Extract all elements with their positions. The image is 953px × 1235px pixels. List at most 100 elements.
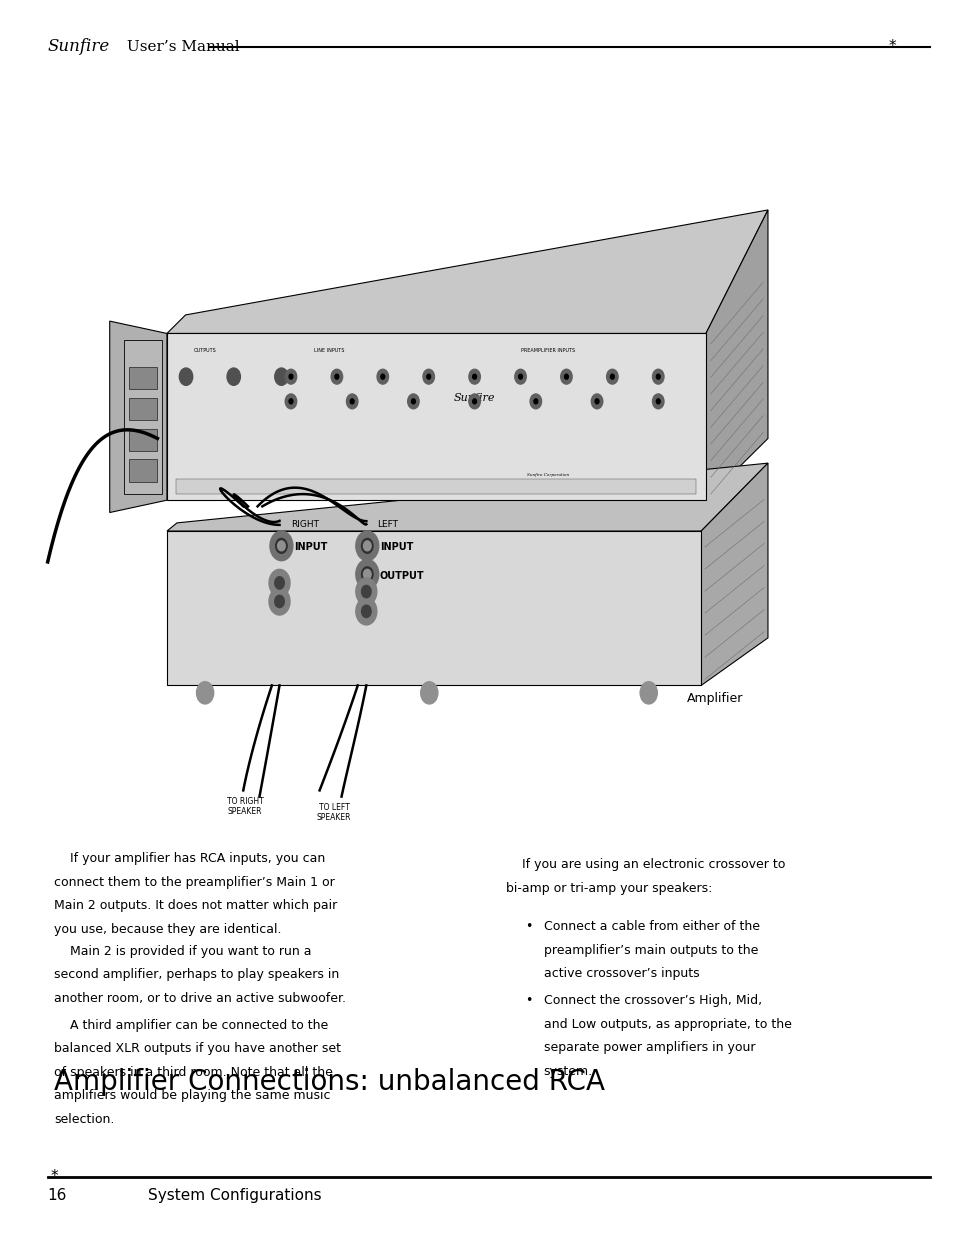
Text: A third amplifier can be connected to the: A third amplifier can be connected to th… [54,1019,328,1032]
Circle shape [656,374,659,379]
Text: second amplifier, perhaps to play speakers in: second amplifier, perhaps to play speake… [54,968,339,982]
Circle shape [595,399,598,404]
Text: Main 2 is provided if you want to run a: Main 2 is provided if you want to run a [54,945,312,958]
Text: OUTPUTS: OUTPUTS [193,348,216,353]
Circle shape [407,394,418,409]
Polygon shape [167,210,767,333]
Text: LINE INPUTS: LINE INPUTS [314,348,344,353]
Circle shape [469,394,479,409]
Polygon shape [167,463,767,531]
Text: balanced XLR outputs if you have another set: balanced XLR outputs if you have another… [54,1042,341,1056]
Circle shape [355,531,378,561]
Circle shape [639,682,657,704]
Text: INPUT: INPUT [294,542,327,552]
FancyBboxPatch shape [129,398,157,420]
Circle shape [289,374,293,379]
FancyBboxPatch shape [124,340,162,494]
Circle shape [275,538,287,553]
Text: TO LEFT
SPEAKER: TO LEFT SPEAKER [316,803,351,823]
FancyBboxPatch shape [129,459,157,482]
Text: If you are using an electronic crossover to: If you are using an electronic crossover… [505,858,784,872]
Polygon shape [705,210,767,500]
Text: Sunfire: Sunfire [48,38,110,56]
Circle shape [652,369,663,384]
Circle shape [361,585,371,598]
Text: User’s Manual: User’s Manual [122,40,239,54]
Text: and Low outputs, as appropriate, to the: and Low outputs, as appropriate, to the [543,1018,791,1031]
Circle shape [269,569,290,597]
Circle shape [346,394,357,409]
Text: system.: system. [543,1065,592,1078]
Text: of speakers in a third room. Note that all the: of speakers in a third room. Note that a… [54,1066,333,1079]
Circle shape [560,369,572,384]
Text: Sunfire Corporation: Sunfire Corporation [527,473,569,478]
Circle shape [227,368,240,385]
Text: Connect a cable from either of the: Connect a cable from either of the [543,920,759,934]
Circle shape [285,394,296,409]
Circle shape [468,369,479,384]
FancyBboxPatch shape [167,333,705,500]
Circle shape [376,369,388,384]
FancyBboxPatch shape [129,367,157,389]
Circle shape [422,369,434,384]
Circle shape [472,374,476,379]
Circle shape [610,374,614,379]
Circle shape [420,682,437,704]
Text: TO RIGHT
SPEAKER: TO RIGHT SPEAKER [227,797,263,816]
Text: •: • [524,920,532,934]
Circle shape [270,531,293,561]
Circle shape [380,374,384,379]
Circle shape [564,374,568,379]
Circle shape [274,368,288,385]
Circle shape [274,577,284,589]
Circle shape [285,369,296,384]
Text: 16: 16 [48,1188,67,1203]
Circle shape [350,399,354,404]
Text: Amplifier Connections: unbalanced RCA: Amplifier Connections: unbalanced RCA [54,1068,605,1097]
Circle shape [656,399,659,404]
Text: preamplifier’s main outputs to the: preamplifier’s main outputs to the [543,944,758,957]
Text: Sunfire: Sunfire [454,393,495,404]
Circle shape [196,682,213,704]
Text: Main 2 outputs. It does not matter which pair: Main 2 outputs. It does not matter which… [54,899,337,913]
Circle shape [591,394,602,409]
Circle shape [363,541,371,551]
Text: LEFT: LEFT [376,520,397,529]
Circle shape [363,569,371,579]
Circle shape [426,374,430,379]
Circle shape [361,605,371,618]
Circle shape [518,374,522,379]
Text: amplifiers would be playing the same music: amplifiers would be playing the same mus… [54,1089,331,1103]
Polygon shape [110,321,167,513]
FancyBboxPatch shape [176,479,696,494]
Circle shape [355,598,376,625]
FancyBboxPatch shape [129,429,157,451]
Text: System Configurations: System Configurations [148,1188,321,1203]
Text: •: • [524,994,532,1008]
Circle shape [179,368,193,385]
Circle shape [355,578,376,605]
Text: bi-amp or tri-amp your speakers:: bi-amp or tri-amp your speakers: [505,882,711,895]
Text: Connect the crossover’s High, Mid,: Connect the crossover’s High, Mid, [543,994,761,1008]
Text: Amplifier: Amplifier [686,692,742,705]
Circle shape [335,374,338,379]
FancyBboxPatch shape [167,531,700,685]
Text: you use, because they are identical.: you use, because they are identical. [54,923,281,936]
Circle shape [361,538,373,553]
Circle shape [355,559,378,589]
Polygon shape [700,463,767,685]
Circle shape [289,399,293,404]
Text: *: * [887,40,895,54]
Text: RIGHT: RIGHT [291,520,318,529]
Circle shape [530,394,541,409]
Text: active crossover’s inputs: active crossover’s inputs [543,967,699,981]
Text: OUTPUT: OUTPUT [379,571,424,580]
Text: INPUT: INPUT [379,542,413,552]
Text: separate power amplifiers in your: separate power amplifiers in your [543,1041,755,1055]
Text: *: * [51,1170,58,1184]
Circle shape [269,588,290,615]
Circle shape [277,541,285,551]
Text: PREAMPLIFIER INPUTS: PREAMPLIFIER INPUTS [521,348,575,353]
Circle shape [411,399,415,404]
Circle shape [472,399,476,404]
